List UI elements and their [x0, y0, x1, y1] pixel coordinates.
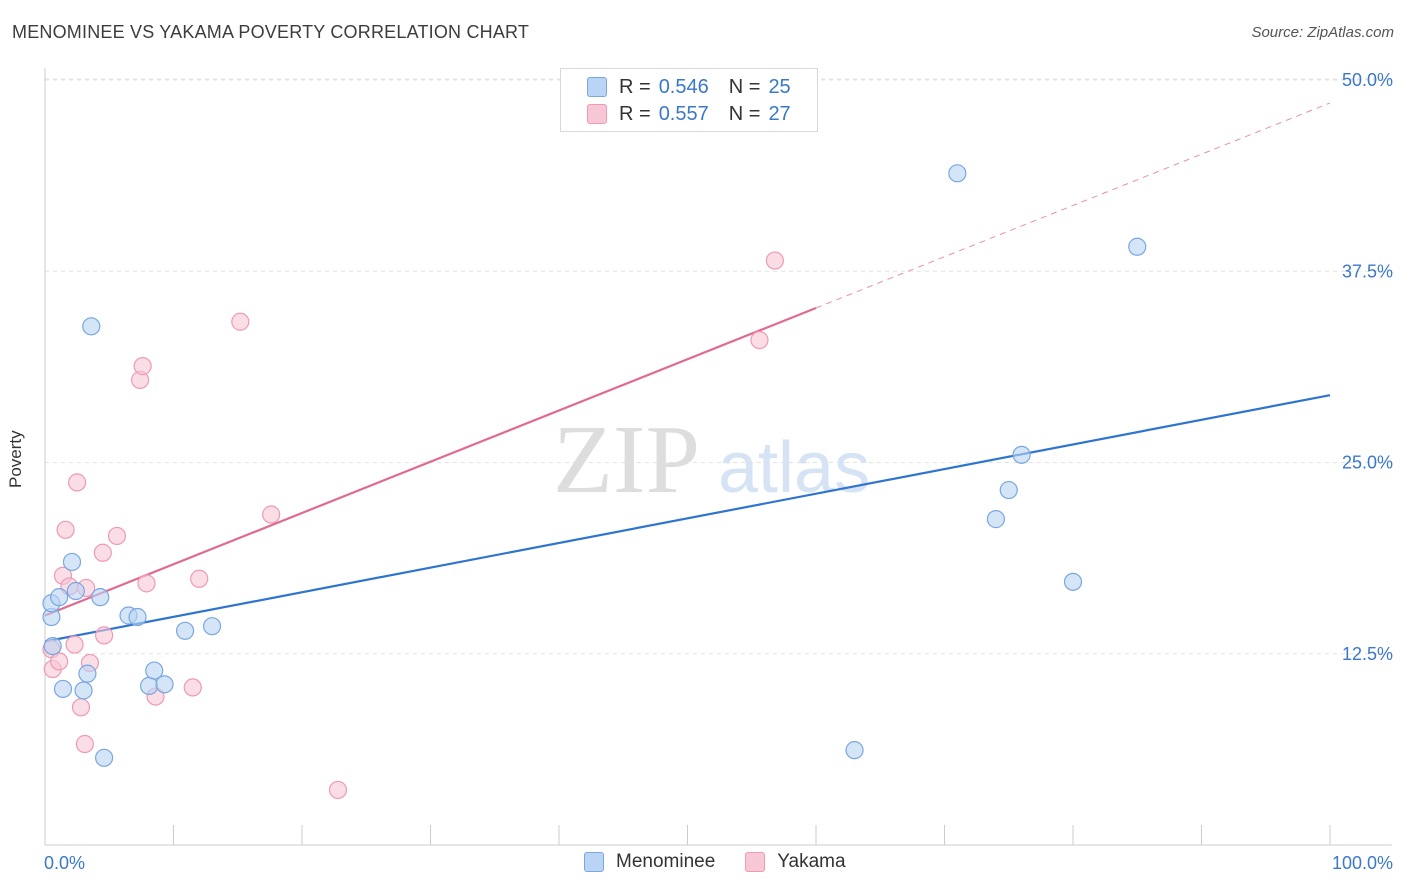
data-point-yakama — [133, 357, 152, 376]
data-point-yakama — [231, 312, 250, 331]
x-tick-label: 100.0% — [1332, 853, 1393, 873]
legend-n-value: 25 — [768, 75, 791, 98]
data-point-menominee — [53, 679, 73, 699]
legend-swatch-menominee — [587, 77, 607, 97]
legend-row-menominee: R = 0.546 N = 25 — [587, 74, 791, 100]
data-point-menominee — [948, 164, 967, 183]
data-point-menominee — [78, 664, 97, 683]
watermark: ZIP atlas — [553, 406, 870, 514]
y-tick-label: 25.0% — [1342, 453, 1393, 473]
data-point-yakama — [65, 635, 84, 654]
data-point-yakama — [183, 678, 202, 697]
data-point-yakama — [93, 543, 112, 562]
trend-line-yakama-extension — [815, 102, 1331, 309]
data-point-menominee — [139, 676, 159, 695]
series-label-menominee: Menominee — [616, 851, 716, 872]
legend-swatch-yakama — [587, 104, 607, 124]
series-legend-yakama[interactable]: Yakama — [745, 851, 846, 873]
y-tick-label: 37.5% — [1342, 261, 1393, 281]
data-point-menominee — [202, 617, 222, 636]
tick-labels: 12.5% 25.0% 37.5% 50.0% 0.0% 100.0% — [44, 70, 1393, 873]
data-point-menominee — [95, 748, 114, 767]
series-legend-menominee[interactable]: Menominee — [584, 851, 715, 873]
data-point-menominee — [66, 581, 85, 601]
data-point-menominee — [43, 636, 62, 656]
data-point-menominee — [91, 588, 110, 607]
data-point-yakama — [262, 505, 281, 524]
grid-lines — [45, 78, 1392, 655]
legend-r-value: 0.557 — [658, 102, 709, 125]
data-point-yakama — [50, 652, 69, 671]
data-point-yakama — [750, 331, 769, 350]
data-point-menominee — [128, 607, 147, 627]
data-point-yakama — [68, 473, 87, 492]
legend-n-label: N = — [728, 75, 761, 98]
source-label: Source: ZipAtlas.com — [1251, 24, 1394, 41]
legend-r-value: 0.546 — [658, 75, 709, 98]
data-point-menominee — [1063, 572, 1083, 591]
data-point-yakama — [137, 574, 156, 593]
data-point-yakama — [765, 251, 784, 270]
series-swatch-menominee — [584, 852, 604, 872]
legend-r-label: R = — [619, 102, 651, 125]
data-point-yakama — [95, 626, 114, 645]
data-point-menominee — [82, 317, 101, 336]
data-point-menominee — [74, 681, 93, 700]
data-point-menominee — [50, 588, 69, 607]
y-tick-label: 50.0% — [1342, 70, 1393, 90]
data-point-menominee — [145, 661, 164, 680]
data-point-yakama — [107, 526, 127, 546]
x-tick-label: 0.0% — [44, 853, 85, 873]
data-point-menominee — [999, 480, 1018, 500]
data-point-menominee — [155, 675, 174, 694]
series-swatch-yakama — [745, 852, 766, 872]
data-point-menominee — [62, 552, 82, 572]
data-point-yakama — [328, 780, 348, 800]
data-point-yakama — [190, 569, 209, 588]
stats-legend: R = 0.546 N = 25 R = 0.557 N = 27 — [560, 68, 818, 132]
data-points — [42, 164, 1147, 800]
data-point-menominee — [986, 510, 1006, 529]
legend-n-value: 27 — [768, 102, 791, 125]
trend-lines — [44, 102, 1331, 643]
watermark-atlas: atlas — [718, 428, 870, 508]
data-point-menominee — [1128, 237, 1147, 256]
data-point-yakama — [56, 520, 75, 539]
series-legend: Menominee Yakama — [584, 851, 876, 873]
y-tick-label: 12.5% — [1342, 644, 1393, 664]
axes — [44, 68, 1392, 846]
data-point-yakama — [71, 698, 91, 717]
trend-line-yakama — [44, 306, 817, 617]
data-point-menominee — [845, 741, 864, 760]
data-point-menominee — [1012, 445, 1031, 464]
chart-title: MENOMINEE VS YAKAMA POVERTY CORRELATION … — [12, 22, 530, 42]
legend-n-label: N = — [728, 102, 761, 125]
data-point-yakama — [75, 734, 94, 754]
series-label-yakama: Yakama — [777, 851, 846, 872]
legend-row-yakama: R = 0.557 N = 27 — [587, 101, 791, 127]
legend-r-label: R = — [619, 75, 651, 98]
trend-line-menominee — [44, 394, 1331, 643]
watermark-zip: ZIP — [553, 406, 700, 514]
data-point-menominee — [175, 621, 195, 640]
